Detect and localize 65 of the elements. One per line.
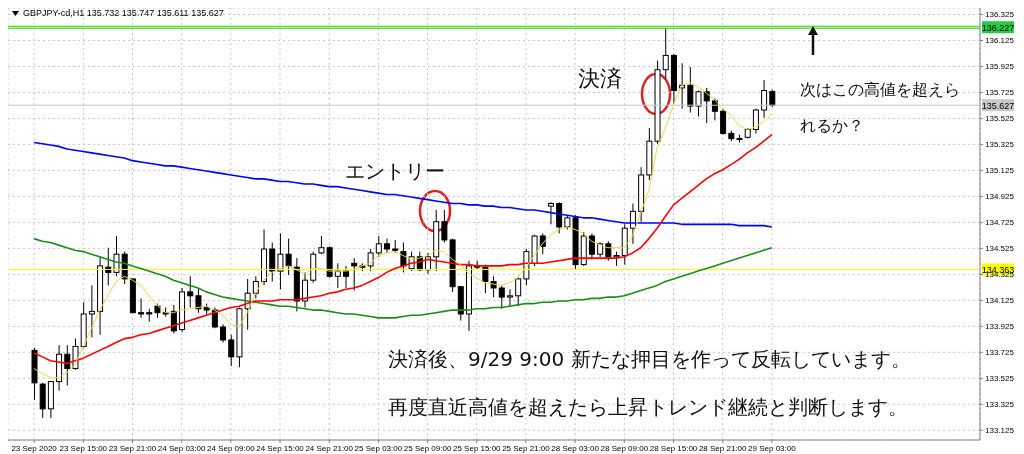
candlestick — [138, 297, 145, 319]
y-tick-label: 136.125 — [985, 36, 1015, 46]
candlestick — [761, 79, 768, 119]
ref-line-label: 136.227 — [981, 22, 1015, 33]
x-tick-label: 24 Sep 21:00 — [305, 443, 354, 453]
x-tick-label: 23 Sep 21:00 — [108, 443, 157, 453]
x-tick-label: 24 Sep 03:00 — [157, 443, 206, 453]
y-tick-label: 135.525 — [985, 114, 1015, 124]
y-tick-label: 133.325 — [985, 400, 1015, 410]
y-tick-label: 133.525 — [985, 374, 1015, 384]
x-tick-label: 23 Sep 15:00 — [59, 443, 108, 453]
candlestick — [687, 66, 694, 114]
candlestick — [605, 240, 612, 262]
annotation: エントリー — [345, 158, 445, 185]
candlestick — [679, 62, 686, 110]
y-tick-label: 134.125 — [985, 296, 1015, 306]
x-tick-label: 29 Sep 03:00 — [748, 443, 797, 453]
y-tick-label: 134.525 — [985, 244, 1015, 254]
y-tick-label: 133.925 — [985, 322, 1015, 332]
y-tick-label: 134.925 — [985, 192, 1015, 202]
annotation: 決済 — [578, 65, 622, 93]
line-series — [33, 141, 773, 228]
candlestick — [375, 235, 382, 258]
candlestick — [662, 26, 669, 80]
x-tick-label: 28 Sep 15:00 — [649, 443, 698, 453]
candlestick — [351, 257, 358, 292]
candlestick — [506, 288, 513, 307]
y-tick-label: 135.325 — [985, 140, 1015, 150]
y-tick-label: 134.725 — [985, 218, 1015, 228]
y-tick-label: 135.725 — [985, 88, 1015, 98]
candlestick — [228, 334, 235, 367]
x-tick-label: 25 Sep 21:00 — [502, 443, 551, 453]
x-tick-label: 28 Sep 03:00 — [551, 443, 600, 453]
x-tick-label: 24 Sep 09:00 — [207, 443, 256, 453]
y-tick-label: 135.125 — [985, 166, 1015, 176]
candlestick — [269, 242, 276, 282]
x-tick-label: 28 Sep 09:00 — [600, 443, 649, 453]
candlestick — [547, 201, 554, 225]
candlestick — [498, 284, 505, 310]
candlestick — [302, 271, 309, 308]
x-tick-label: 25 Sep 09:00 — [403, 443, 452, 453]
candlestick — [556, 201, 563, 234]
text: 次はこの高値を超えられるか？ — [800, 79, 960, 137]
y-tick-label: 135.925 — [985, 62, 1015, 72]
candlestick — [195, 287, 202, 314]
candlestick — [88, 284, 95, 338]
line-series — [33, 237, 773, 319]
ref-line-label: 135.627 — [981, 100, 1015, 111]
x-tick-label: 28 Sep 21:00 — [698, 443, 748, 453]
candlestick — [220, 323, 227, 344]
x-tick-label: 23 Sep 2020 — [11, 443, 58, 453]
annotation: 決済後、9/29 9:00 新たな押目を作って反転しています。 — [388, 346, 911, 373]
x-tick-label: 25 Sep 15:00 — [452, 443, 502, 453]
candlestick — [187, 275, 194, 308]
y-tick-label: 136.325 — [985, 10, 1015, 20]
candlestick — [588, 232, 595, 260]
annotation: 再度直近高値を超えたら上昇トレンド継続と判断します。 — [388, 394, 908, 421]
y-tick-label: 133.725 — [985, 348, 1015, 358]
y-tick-label: 133.125 — [985, 426, 1015, 436]
x-tick-label: 25 Sep 03:00 — [354, 443, 403, 453]
chart-title: GBPJPY-cd,H1 135.732 135.747 135.611 135.627 — [23, 8, 224, 18]
x-tick-label: 24 Sep 15:00 — [256, 443, 305, 453]
candlestick — [113, 235, 120, 277]
candlestick — [720, 108, 727, 136]
candlestick — [695, 90, 702, 117]
